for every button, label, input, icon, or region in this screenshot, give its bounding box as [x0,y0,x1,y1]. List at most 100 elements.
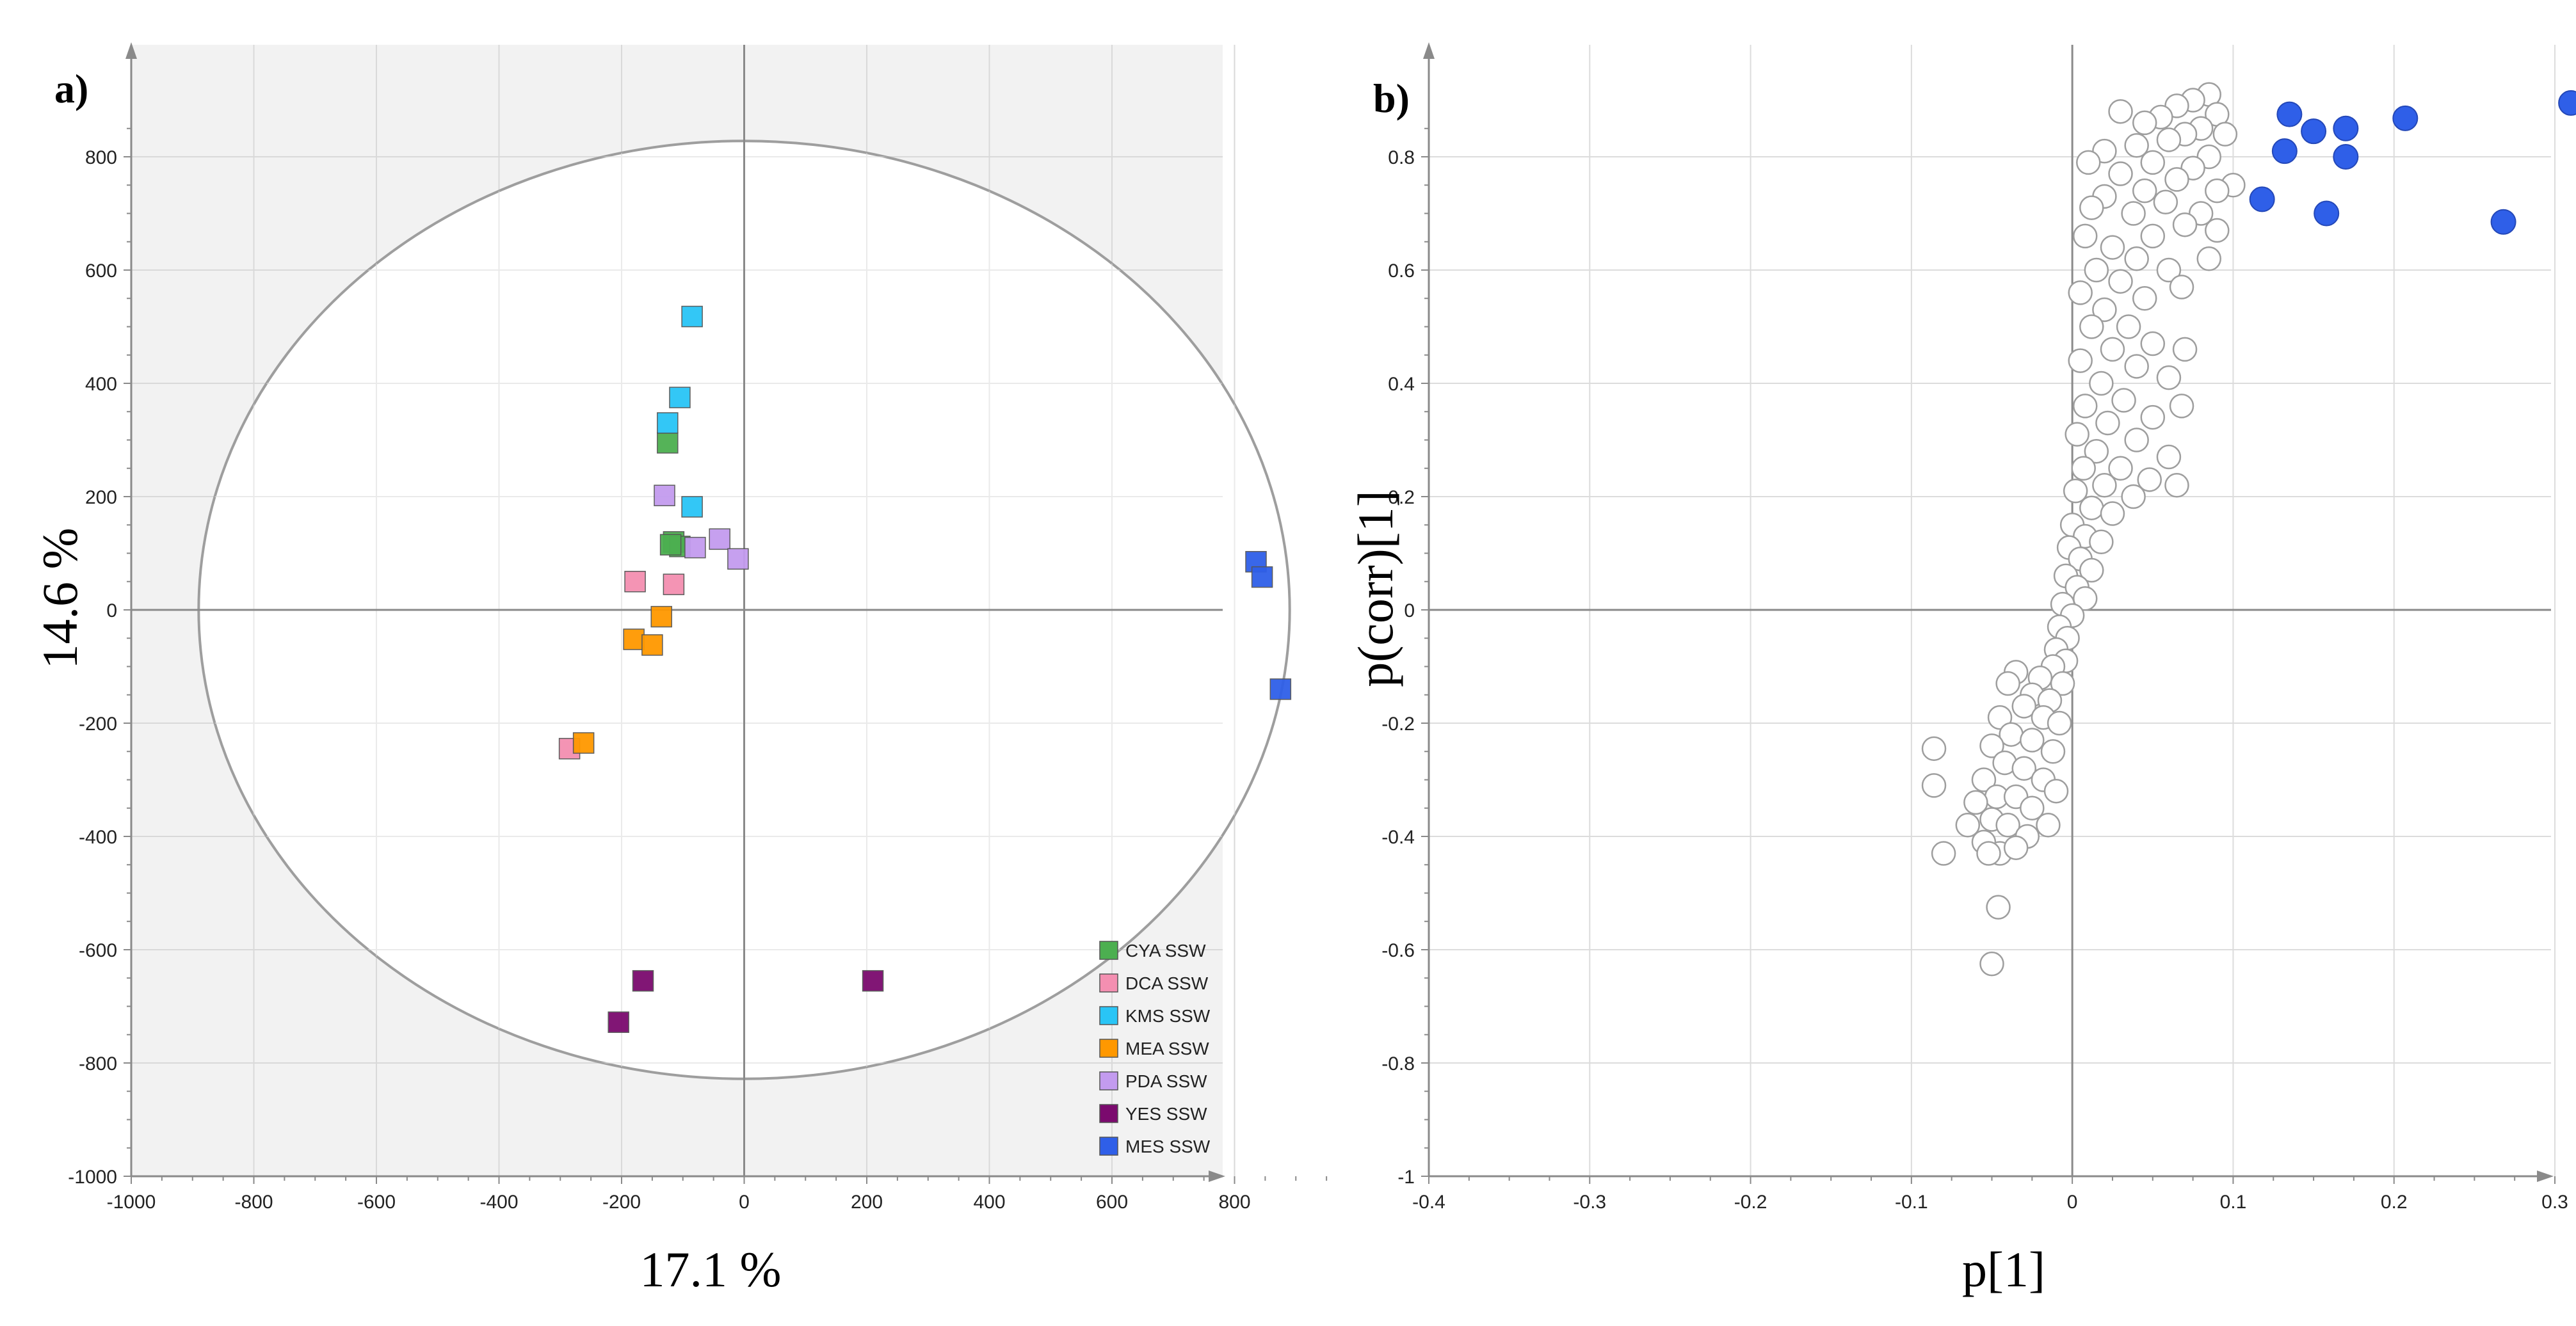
loading-point [2108,269,2133,294]
score-point [657,432,679,454]
loading-point [2072,223,2098,249]
y-tick-label: -400 [79,827,117,848]
score-point [572,732,595,754]
loading-point [1955,813,1981,838]
loading-point [2116,314,2141,339]
loading-point [2156,444,2182,470]
loading-point [2132,286,2157,311]
loading-point [2079,314,2104,339]
legend-label: MES SSW [1125,1137,1211,1156]
x-axis-title: p[1] [1962,1242,2045,1297]
loading-point [2205,178,2230,204]
loading-point [2124,354,2149,379]
y-axis-title: 14.6 % [32,528,88,669]
score-point [624,571,646,593]
loading-point [2089,529,2114,555]
loading-point [2100,501,2125,526]
loading-point [2108,99,2133,124]
y-tick-label: -600 [79,940,117,961]
x-tick-label: 0.3 [2541,1192,2568,1213]
loading-point [2108,456,2133,481]
legend-swatch [1099,1104,1118,1123]
loading-point [2050,671,2075,696]
score-point [623,628,645,650]
panel-label-a: a) [54,66,88,111]
x-tick-label: 400 [973,1192,1005,1213]
loading-point [2011,756,2037,781]
loading-point-highlighted [2276,101,2303,127]
loading-point [2076,150,2101,175]
x-tick-label: 200 [851,1192,883,1213]
loading-point [1931,841,1956,866]
y-axis-arrow [125,42,137,59]
loading-point [2084,438,2109,464]
loading-point [2172,212,2198,237]
loading-point [1963,790,1988,815]
loading-point [2063,478,2088,504]
loading-point [2140,331,2166,356]
score-point [654,484,675,506]
y-tick-label: 0 [106,600,117,621]
y-tick-label: 0.6 [1388,260,1415,282]
loading-point-highlighted [2271,138,2298,164]
score-point [681,496,703,518]
loading-point [1971,767,1997,792]
loading-point [2047,710,2072,736]
y-tick-label: -0.6 [1381,940,1415,961]
x-axis-arrow [2537,1170,2554,1182]
x-tick-label: 0.1 [2220,1192,2247,1213]
y-tick-label: -800 [79,1053,117,1074]
loading-point [2164,167,2189,192]
loading-point [2124,133,2149,158]
y-tick-label: 0.8 [1388,147,1415,168]
loading-point [1986,895,2011,920]
score-point [862,970,884,992]
loading-point [2132,178,2157,204]
y-tick-label: 600 [85,260,117,282]
loading-point [2164,473,2189,498]
loading-point [2068,280,2093,305]
loading-point [2079,195,2104,220]
loading-point-highlighted [2249,186,2275,212]
x-tick-label: -600 [357,1192,396,1213]
score-point [657,412,679,434]
x-tick-label: 0 [2067,1192,2078,1213]
legend-label: PDA SSW [1125,1071,1207,1091]
loading-point [2095,410,2120,436]
legend-label: CYA SSW [1125,941,1206,961]
tick-labels: -1000 -800 -600 -400 -200 0 200 400 600 800 -1000 -… [68,127,1328,1213]
loading-point [2071,456,2096,481]
legend-swatch [1099,1006,1118,1025]
y-tick-label: 200 [85,487,117,508]
loading-point [2169,275,2194,300]
x-tick-label: -400 [479,1192,518,1213]
loading-point [2156,127,2182,152]
loading-point [2043,778,2069,804]
score-point [641,634,663,656]
loading-point-highlighted [2314,200,2340,227]
loading-point [2169,394,2194,419]
x-tick-label: 0.2 [2381,1192,2408,1213]
legend-label: YES SSW [1125,1104,1207,1124]
x-tick-label: -200 [602,1192,641,1213]
legend-swatch [1099,1137,1118,1156]
x-axis-title: 17.1 % [640,1242,782,1297]
score-point [659,534,682,555]
x-tick-label: -0.3 [1573,1192,1606,1213]
loading-point [1921,736,1947,762]
y-tick-label: 0.4 [1388,374,1415,395]
score-point [663,573,685,595]
loading-point [2124,427,2149,452]
score-point [681,305,703,328]
loading-point [2100,235,2125,260]
x-tick-label: -800 [234,1192,273,1213]
loading-point [2121,201,2146,226]
loading-point [1976,841,2001,866]
y-tick-label: 0 [1404,600,1415,621]
score-point [684,536,706,559]
y-axis-title: p(corr)[1] [1348,490,1403,687]
x-tick-label: -1000 [107,1192,156,1213]
loading-point [2092,473,2117,498]
score-point [727,548,749,570]
x-tick-label: 800 [1218,1192,1250,1213]
